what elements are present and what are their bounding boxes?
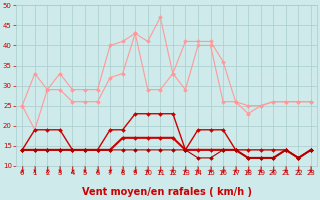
X-axis label: Vent moyen/en rafales ( km/h ): Vent moyen/en rafales ( km/h ) [82,187,252,197]
